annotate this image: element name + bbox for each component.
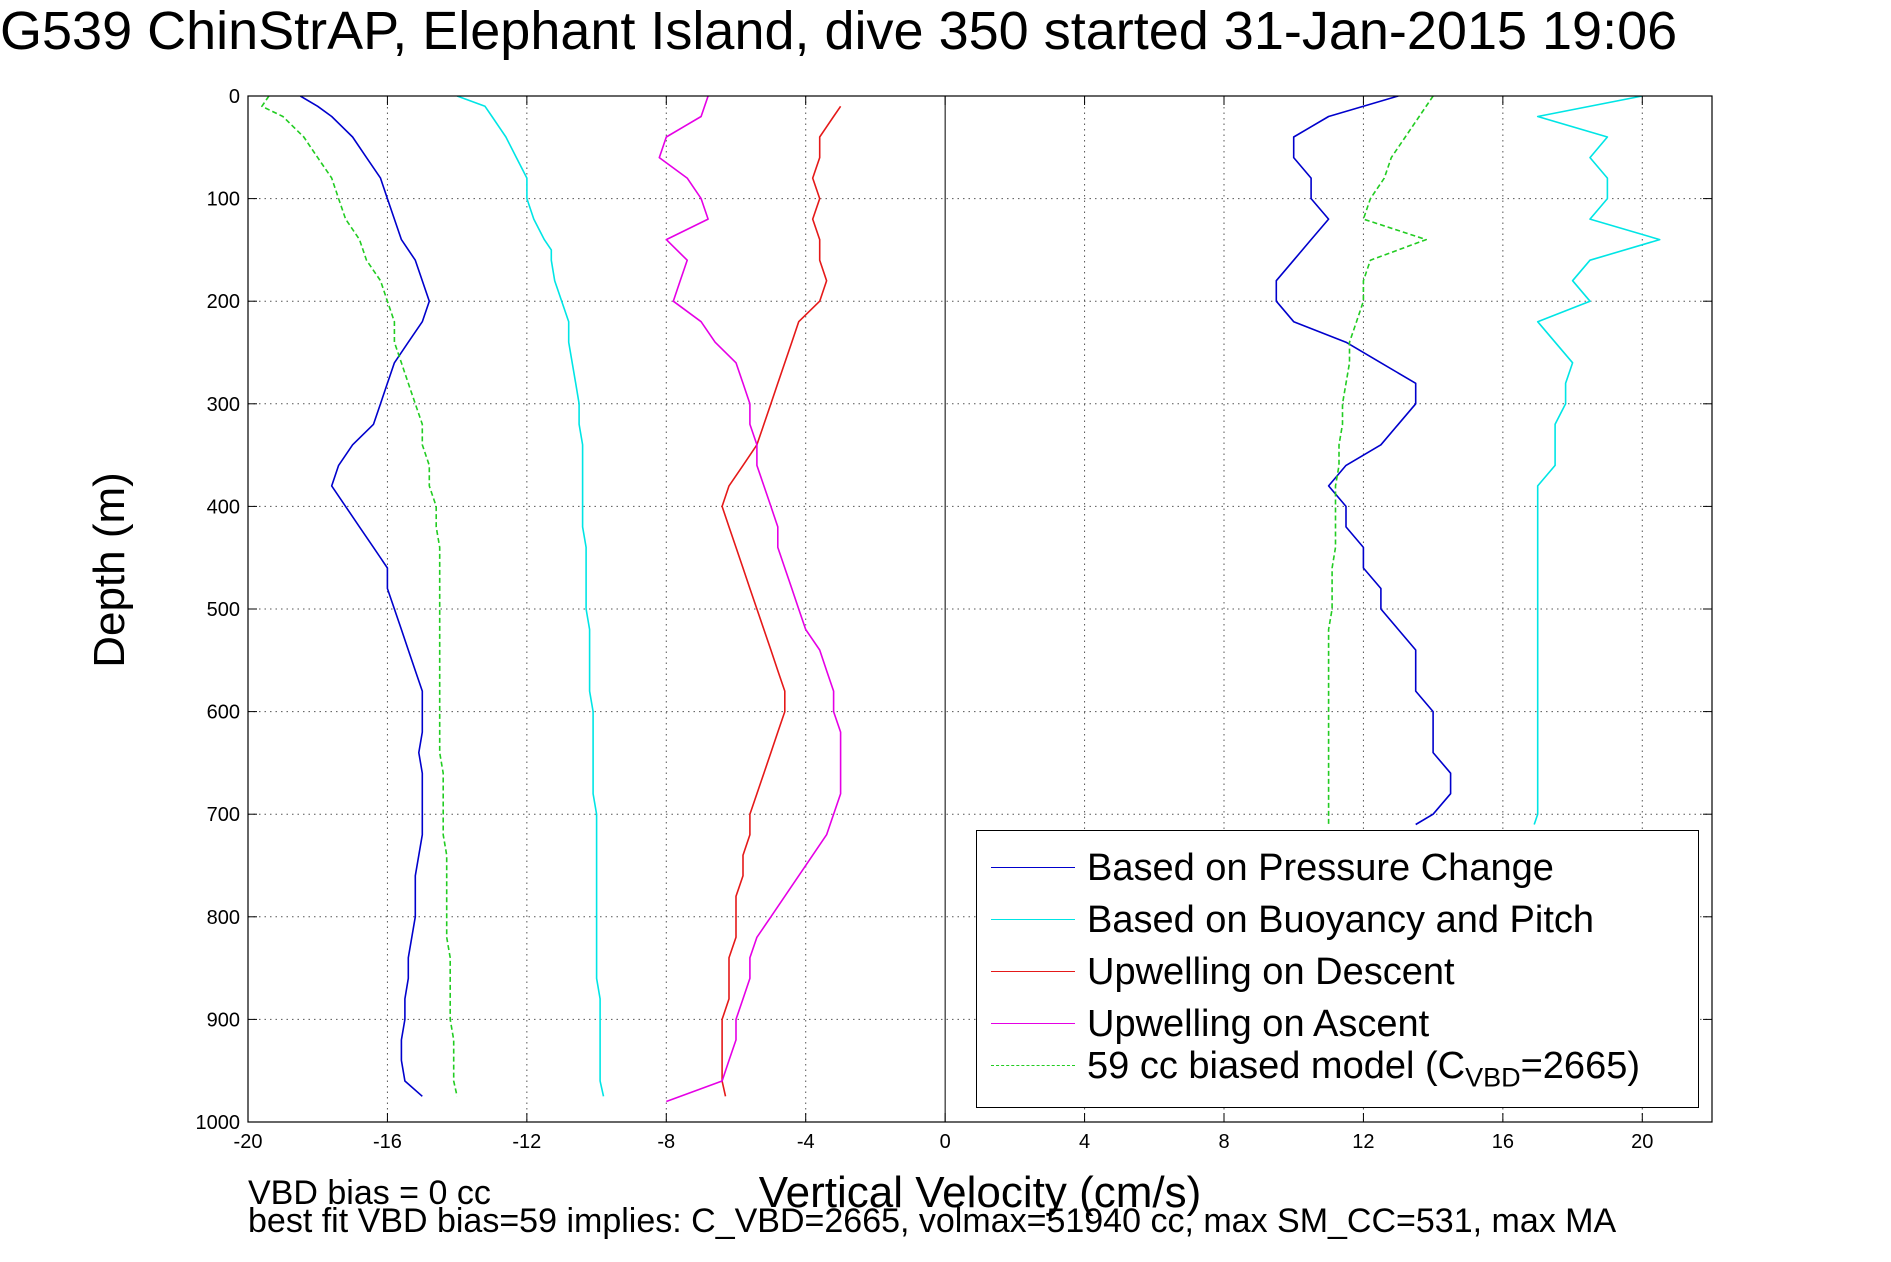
- legend-entry-upwelling-ascent: Upwelling on Ascent: [977, 999, 1698, 1047]
- legend: Based on Pressure Change Based on Buoyan…: [976, 830, 1699, 1108]
- legend-label-biased-model-pre: 59 cc biased model (C: [1087, 1045, 1466, 1087]
- y-tick-label: 800: [207, 907, 240, 929]
- legend-swatch-biased-model: [991, 1065, 1075, 1066]
- y-tick-label: 400: [207, 496, 240, 518]
- footer-best-fit: best fit VBD bias=59 implies: C_VBD=2665…: [248, 1202, 1617, 1240]
- ticks: -20 -16 -12 -8 -4 0 4 8 12 16 20010020030040050060…: [196, 86, 1712, 1153]
- legend-label-biased-model-sub: VBD: [1465, 1062, 1521, 1093]
- y-tick-label: 700: [207, 804, 240, 826]
- x-tick-label: -20: [234, 1131, 263, 1153]
- legend-swatch-upwelling-descent: [991, 971, 1075, 972]
- y-tick-label: 0: [229, 86, 240, 108]
- legend-swatch-pressure: [991, 867, 1075, 868]
- x-tick-label: 20: [1631, 1131, 1653, 1153]
- x-tick-label: 16: [1492, 1131, 1514, 1153]
- legend-entry-pressure: Based on Pressure Change: [977, 843, 1698, 891]
- y-tick-label: 1000: [196, 1112, 241, 1134]
- legend-entry-biased-model: 59 cc biased model (CVBD=2665): [977, 1041, 1698, 1093]
- legend-swatch-upwelling-ascent: [991, 1023, 1075, 1024]
- y-tick-label: 600: [207, 702, 240, 724]
- x-tick-label: 8: [1218, 1131, 1229, 1153]
- x-axis-label: Vertical Velocity (cm/s): [758, 1168, 1202, 1217]
- y-tick-label: 500: [207, 599, 240, 621]
- series-lines: [261, 96, 1661, 1103]
- series-buoyancy-pitch-descent: [456, 96, 605, 1097]
- series-buoyancy-pitch-ascent: [1533, 96, 1661, 825]
- x-tick-label: 12: [1352, 1131, 1374, 1153]
- x-tick-label: -12: [512, 1131, 541, 1153]
- x-tick-label: 4: [1079, 1131, 1090, 1153]
- y-tick-label: 900: [207, 1009, 240, 1031]
- legend-entry-upwelling-descent: Upwelling on Descent: [977, 947, 1698, 995]
- legend-label-biased-model: 59 cc biased model (CVBD=2665): [1087, 1045, 1640, 1094]
- series-biased-model-ascent: [1327, 96, 1434, 825]
- footer-vbd-bias: VBD bias = 0 cc: [248, 1174, 491, 1212]
- y-tick-label: 200: [207, 291, 240, 313]
- y-axis-label: Depth (m): [85, 472, 134, 668]
- x-tick-label: -8: [657, 1131, 675, 1153]
- legend-label-upwelling-descent: Upwelling on Descent: [1087, 951, 1455, 993]
- legend-entry-buoyancy: Based on Buoyancy and Pitch: [977, 895, 1698, 943]
- x-tick-label: 0: [940, 1131, 951, 1153]
- legend-label-biased-model-post: =2665): [1520, 1045, 1640, 1087]
- x-tick-label: -4: [797, 1131, 815, 1153]
- series-pressure-change-ascent: [1275, 96, 1452, 826]
- x-tick-label: -16: [373, 1131, 402, 1153]
- y-tick-label: 300: [207, 394, 240, 416]
- series-upwelling-ascent: [658, 96, 842, 1103]
- series-biased-model-descent: [261, 96, 458, 1097]
- series-upwelling-descent: [721, 105, 842, 1097]
- legend-label-upwelling-ascent: Upwelling on Ascent: [1087, 1003, 1430, 1045]
- series-pressure-change-descent: [299, 96, 431, 1097]
- legend-label-pressure: Based on Pressure Change: [1087, 847, 1554, 889]
- y-tick-label: 100: [207, 189, 240, 211]
- chart-title: G539 ChinStrAP, Elephant Island, dive 35…: [0, 1, 1678, 61]
- legend-label-buoyancy: Based on Buoyancy and Pitch: [1087, 899, 1595, 941]
- legend-swatch-buoyancy: [991, 919, 1075, 920]
